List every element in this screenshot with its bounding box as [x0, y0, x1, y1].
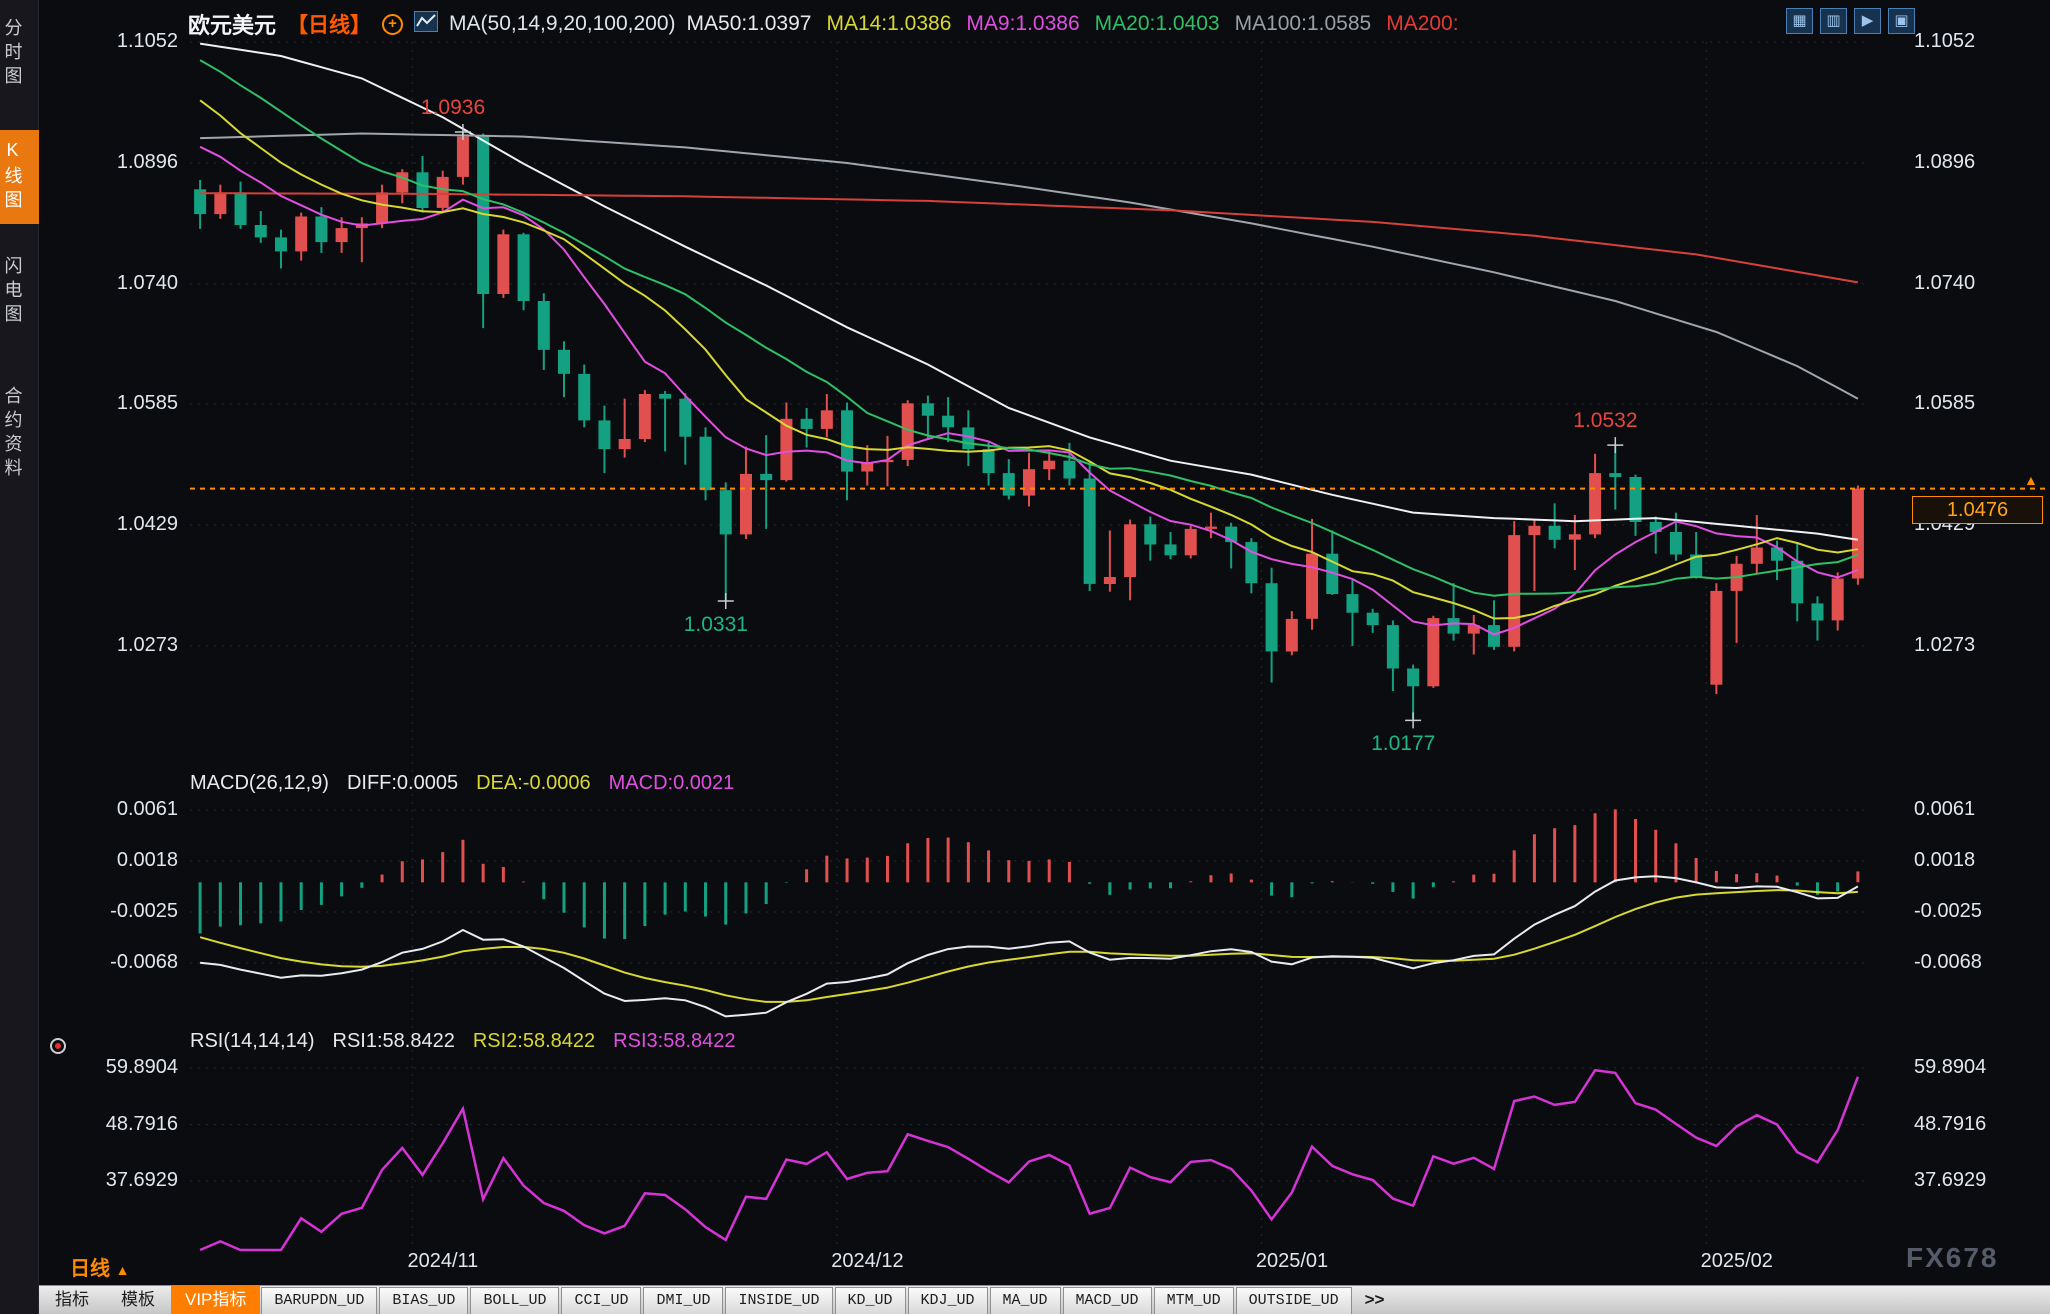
sidebar-tab-kline[interactable]: K线图 — [0, 130, 39, 224]
toolbar-item-ma-ud[interactable]: MA_UD — [989, 1287, 1061, 1314]
macd-header-item-2: DEA:-0.0006 — [476, 772, 591, 794]
toolbar-item-cci-ud[interactable]: CCI_UD — [561, 1287, 642, 1314]
price-annotation-0: 1.0936 — [420, 95, 486, 119]
macd-header-item-0: MACD(26,12,9) — [190, 772, 329, 794]
toolbar-item-macd-ud[interactable]: MACD_UD — [1062, 1287, 1152, 1314]
price-annotation-3: 1.0177 — [1371, 732, 1436, 756]
macd-header: MACD(26,12,9) DIFF:0.0005 DEA:-0.0006 MACD:… — [190, 772, 734, 795]
price-annotation-1: 1.0331 — [683, 613, 748, 637]
rsi-axis-left-1: 48.7916 — [105, 1112, 178, 1135]
ma-value-0: MA50:1.0397 — [686, 12, 812, 35]
toolbar-item-boll-ud[interactable]: BOLL_UD — [470, 1287, 560, 1314]
grid-layout-icon[interactable]: ▦ — [1786, 8, 1813, 34]
toolbar-item-inside-ud[interactable]: INSIDE_UD — [725, 1287, 833, 1314]
indicator-toolbar: 指标 模板 VIP指标 BARUPDN_UD BIAS_UD BOLL_UD CCI_UD D… — [39, 1285, 2050, 1314]
ma-value-5: MA200: — [1386, 12, 1459, 35]
left-sidebar: 分时图 K线图闪电图合约资料 — [0, 0, 39, 1314]
rsi-header: RSI(14,14,14) RSI1:58.8422 RSI2:58.8422 RSI… — [190, 1030, 736, 1053]
rsi-header-item-1: RSI1:58.8422 — [332, 1030, 455, 1052]
price-axis-left-1: 1.0896 — [116, 150, 178, 173]
ma-values: MA50:1.0397 MA14:1.0386 MA9:1.0386 MA20:1.0… — [687, 12, 1474, 36]
macd-header-item-3: MACD:0.0021 — [608, 772, 735, 794]
macd-axis-right-3: -0.0068 — [1914, 951, 1982, 973]
macd-axis-left-2: -0.0025 — [110, 900, 178, 922]
macd-axis-left-1: 0.0018 — [116, 849, 178, 871]
period-up-arrow-icon: ▲ — [115, 1262, 130, 1278]
macd-axis-right-0: 0.0061 — [1914, 798, 1976, 820]
active-chart-icon[interactable]: ▶ — [1854, 8, 1881, 34]
period-label[interactable]: 【日线】 — [287, 14, 372, 37]
price-axis-left-3: 1.0585 — [116, 392, 178, 415]
column-layout-icon[interactable]: ▥ — [1820, 8, 1847, 34]
price-axis-left-0: 1.1052 — [116, 30, 178, 52]
price-axis-right-1: 1.0896 — [1914, 150, 1976, 173]
price-axis-left-2: 1.0740 — [116, 271, 178, 294]
rsi-axis-left-0: 59.8904 — [105, 1056, 178, 1078]
macd-axis-right-1: 0.0018 — [1914, 849, 1976, 871]
bottom-period-text: 日线 — [70, 1258, 110, 1280]
price-axis-left-5: 1.0273 — [116, 634, 178, 656]
price-header: 欧元美元 【日线】 + MA(50,14,9,20,100,200) MA50:… — [188, 8, 1474, 40]
toolbar-item-kdj-ud[interactable]: KDJ_UD — [907, 1287, 988, 1314]
toolbar-item-outside-ud[interactable]: OUTSIDE_UD — [1235, 1287, 1352, 1314]
toolbar-item-bias-ud[interactable]: BIAS_UD — [379, 1287, 469, 1314]
ma-value-3: MA20:1.0403 — [1094, 12, 1220, 35]
fx678-watermark: FX678 — [1906, 1242, 1999, 1273]
rsi-axis-right-1: 48.7916 — [1914, 1112, 1987, 1135]
x-axis-label-2: 2025/01 — [1255, 1250, 1329, 1272]
price-annotation-2: 1.0532 — [1573, 409, 1638, 433]
toolbar-item-模板[interactable]: 模板 — [121, 1290, 155, 1309]
macd-axis-left-0: 0.0061 — [116, 798, 178, 820]
rsi-header-item-2: RSI2:58.8422 — [472, 1030, 596, 1052]
toolbar-item-vip指标[interactable]: VIP指标 — [171, 1286, 261, 1314]
x-axis-label-0: 2024/11 — [407, 1250, 479, 1272]
rsi-axis-left-2: 37.6929 — [105, 1169, 178, 1191]
toolbar-item-指标[interactable]: 指标 — [55, 1290, 89, 1309]
x-axis-label-3: 2025/02 — [1700, 1250, 1773, 1272]
price-axis-left-4: 1.0429 — [116, 513, 178, 536]
indicator-record-icon[interactable] — [50, 1038, 66, 1054]
compare-plus-icon[interactable]: + — [382, 13, 404, 35]
ma-settings-label: MA(50,14,9,20,100,200) — [449, 12, 676, 35]
toolbar-item-kd-ud[interactable]: KD_UD — [834, 1287, 906, 1314]
ma-value-2: MA9:1.0386 — [966, 12, 1080, 35]
sidebar-tab-contract-info[interactable]: 合约资料 — [2, 386, 23, 482]
toolbar-item-mtm-ud[interactable]: MTM_UD — [1153, 1287, 1234, 1314]
price-axis-right-5: 1.0273 — [1914, 634, 1976, 656]
rsi-header-item-0: RSI(14,14,14) — [190, 1030, 315, 1052]
price-edge-arrow-icon: ▲ — [2024, 471, 2038, 488]
sidebar-tab-lightning[interactable]: 闪电图 — [2, 256, 23, 328]
price-axis-right-2: 1.0740 — [1914, 271, 1976, 294]
macd-axis-right-2: -0.0025 — [1914, 900, 1982, 922]
price-axis-right-3: 1.0585 — [1914, 392, 1976, 415]
toolbar-item-barupdn-ud[interactable]: BARUPDN_UD — [261, 1287, 378, 1314]
macd-header-item-1: DIFF:0.0005 — [346, 772, 459, 794]
layout-toolbar: ▦ ▥ ▶ ▣ — [1786, 8, 1915, 34]
toolbar-item-dmi-ud[interactable]: DMI_UD — [643, 1287, 724, 1314]
sidebar-tab-time-share[interactable]: 分时图 — [2, 18, 23, 90]
rsi-header-item-3: RSI3:58.8422 — [613, 1030, 736, 1052]
toolbar-item--[interactable]: >> — [1364, 1290, 1385, 1309]
rsi-axis-right-2: 37.6929 — [1914, 1169, 1987, 1191]
symbol-title: 欧元美元 — [188, 13, 277, 38]
ma-value-4: MA100:1.0585 — [1234, 12, 1372, 35]
new-window-icon[interactable]: ▣ — [1888, 8, 1915, 34]
macd-axis-left-3: -0.0068 — [110, 951, 178, 973]
ma-value-1: MA14:1.0386 — [826, 12, 952, 35]
price-axis-right-0: 1.1052 — [1914, 30, 1976, 52]
bottom-period-label[interactable]: 日线 ▲ — [70, 1252, 129, 1281]
x-axis-label-1: 2024/12 — [831, 1250, 904, 1272]
current-price-tag: 1.0476 — [1912, 495, 2043, 524]
chart-style-icon[interactable] — [414, 10, 439, 38]
rsi-axis-right-0: 59.8904 — [1914, 1056, 1987, 1078]
